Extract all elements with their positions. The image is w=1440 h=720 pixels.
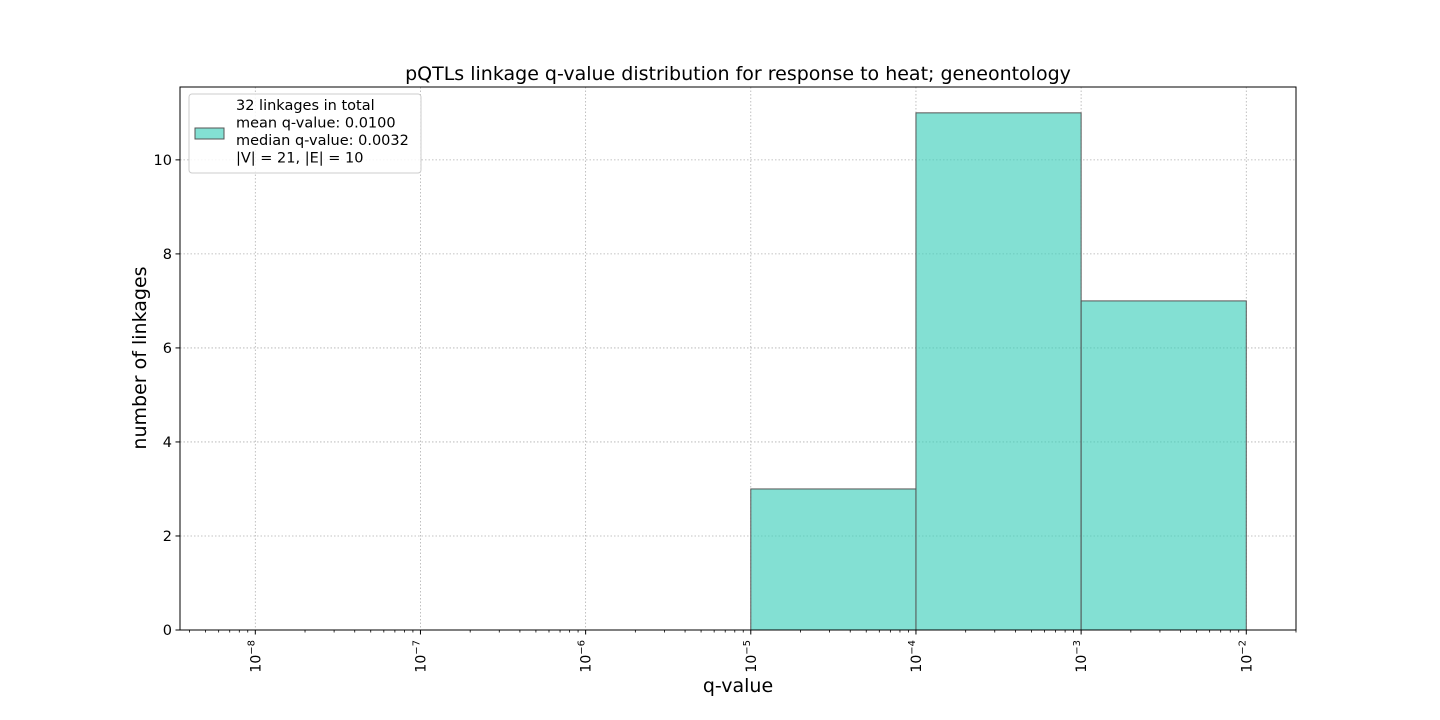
legend-swatch bbox=[194, 127, 225, 140]
legend: 32 linkages in total mean q-value: 0.010… bbox=[188, 93, 422, 174]
histogram-bar bbox=[750, 488, 917, 631]
x-tick-label: 10−2 bbox=[1237, 640, 1255, 673]
plot-frame bbox=[179, 86, 1297, 631]
y-tick-label: 10 bbox=[154, 153, 172, 169]
x-tick-label: 10−7 bbox=[411, 640, 429, 673]
y-tick-label: 4 bbox=[163, 435, 172, 451]
y-axis-label: number of linkages bbox=[129, 266, 151, 449]
x-tick-label: 10−4 bbox=[907, 640, 925, 673]
x-tick-label: 10−8 bbox=[246, 640, 264, 673]
x-tick-label: 10−5 bbox=[742, 640, 760, 673]
legend-line-4: |V| = 21, |E| = 10 bbox=[236, 151, 363, 167]
legend-line-1: 32 linkages in total bbox=[236, 98, 375, 114]
histogram-bar bbox=[1080, 300, 1247, 631]
legend-line-2: mean q-value: 0.0100 bbox=[236, 116, 396, 132]
x-axis-label: q-value bbox=[703, 675, 773, 697]
y-tick-label: 2 bbox=[163, 529, 172, 545]
y-tick-label: 6 bbox=[163, 341, 172, 357]
y-tick-label: 0 bbox=[163, 623, 172, 639]
legend-box bbox=[188, 93, 422, 174]
histogram-bars bbox=[750, 112, 1247, 631]
x-tick-label: 10−6 bbox=[577, 640, 595, 673]
histogram-bar bbox=[915, 112, 1082, 631]
chart-title: pQTLs linkage q-value distribution for r… bbox=[405, 63, 1071, 85]
y-tick-label: 8 bbox=[163, 247, 172, 263]
legend-line-3: median q-value: 0.0032 bbox=[236, 133, 409, 149]
axis-ticks: 10−8 10−7 10−6 10−5 10−4 10−3 10−2 0 2 4 6 8 10 bbox=[154, 153, 1297, 673]
x-tick-label: 10−3 bbox=[1072, 640, 1090, 673]
